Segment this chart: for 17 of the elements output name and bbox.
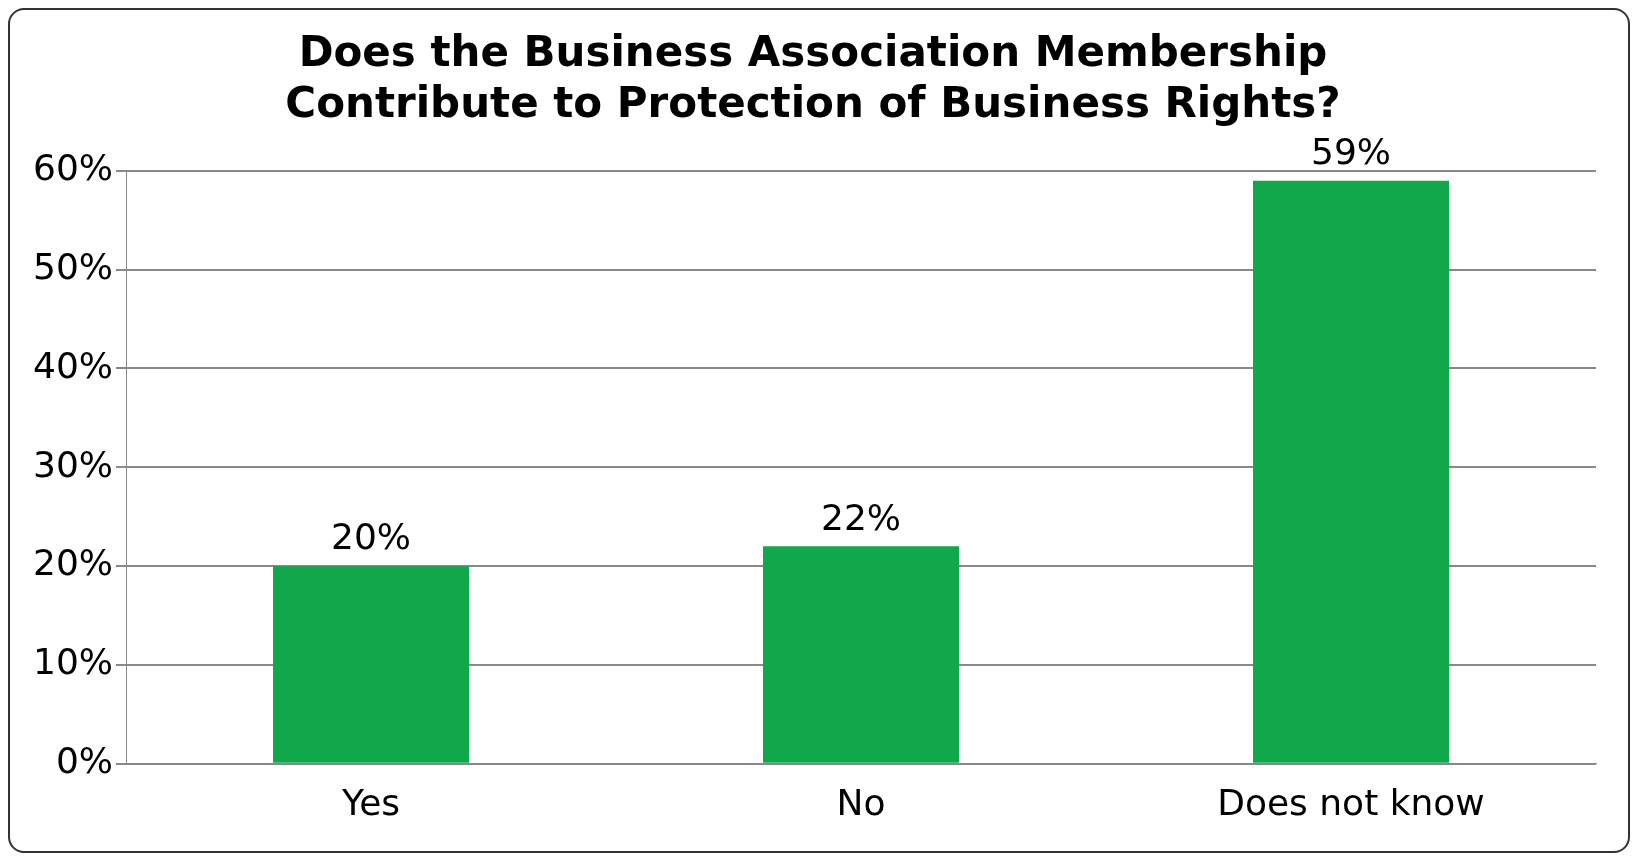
y-tick-label: 0%	[55, 740, 114, 782]
data-label: 59%	[1310, 131, 1392, 173]
y-tick-label: 40%	[33, 344, 114, 386]
data-label: 22%	[821, 496, 902, 538]
y-tick-label: 60%	[33, 147, 114, 189]
x-tick-label: Does not know	[1217, 781, 1485, 823]
y-tick-label: 10%	[33, 641, 114, 683]
y-tick-label: 20%	[33, 542, 114, 584]
chart-title: Does the Business Association Membership Contribute to Protection of Business Rights?	[285, 27, 1341, 127]
data-label: 20%	[331, 516, 412, 558]
y-tick-label: 30%	[33, 443, 114, 485]
bar	[1253, 180, 1449, 763]
bar	[763, 546, 960, 763]
x-tick-label: Yes	[340, 781, 401, 823]
bar	[273, 566, 470, 763]
x-tick-label: No	[836, 781, 886, 823]
y-tick-label: 50%	[33, 245, 114, 287]
